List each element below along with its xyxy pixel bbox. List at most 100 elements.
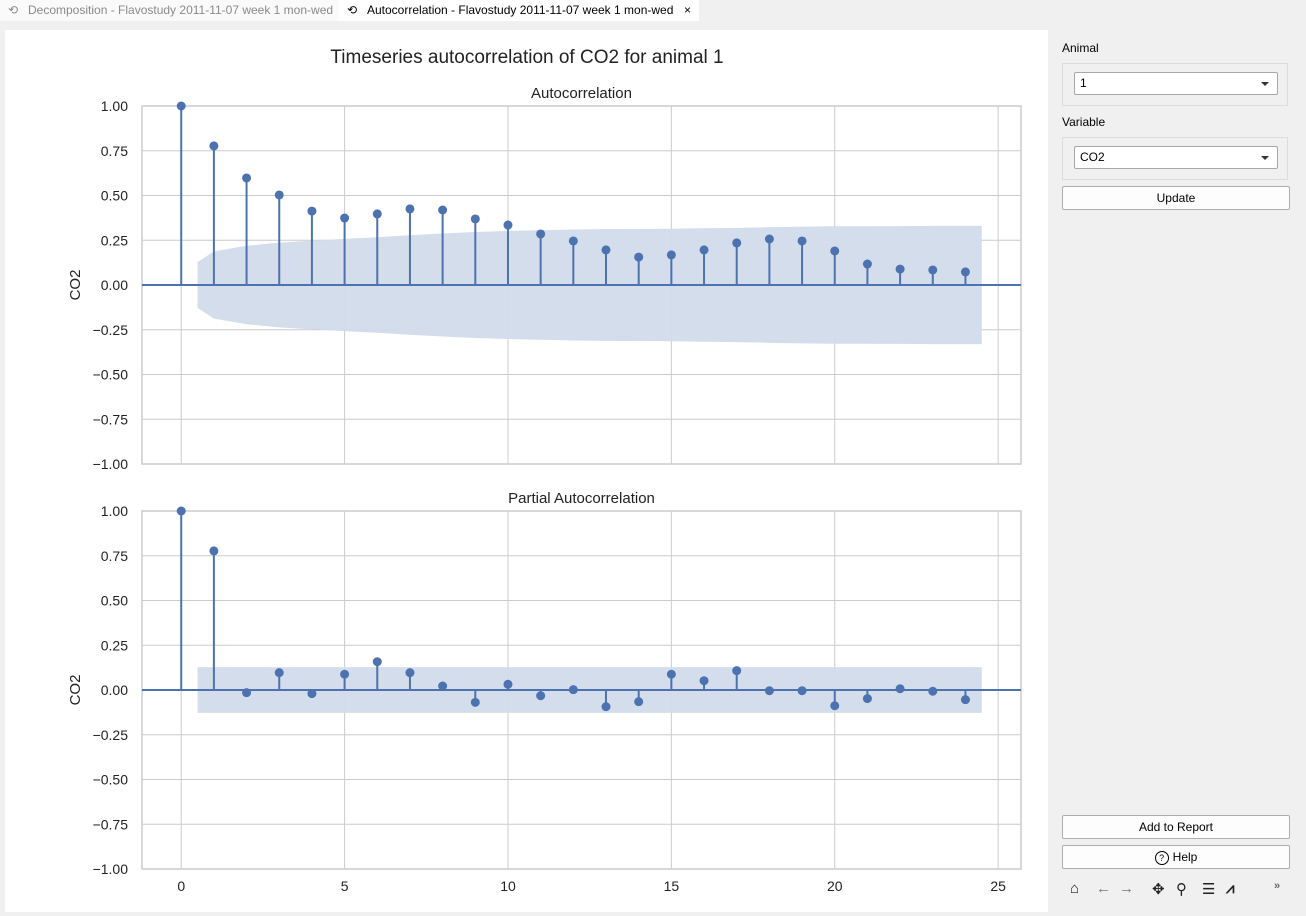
- y-tick-label: −1.00: [93, 456, 129, 472]
- y-tick-label: −1.00: [93, 861, 129, 877]
- y-tick-label: −0.75: [93, 411, 129, 427]
- stem-marker: [242, 173, 252, 183]
- y-tick-label: −0.50: [93, 772, 129, 788]
- stem-marker: [830, 701, 840, 711]
- stem-marker: [666, 250, 676, 260]
- stem-marker: [274, 668, 284, 678]
- help-label: Help: [1172, 850, 1198, 864]
- x-tick-label: 10: [500, 878, 516, 894]
- variable-value: CO2: [1080, 150, 1105, 164]
- stem-marker: [274, 190, 284, 200]
- animal-select[interactable]: 1: [1074, 72, 1278, 95]
- stem-marker: [503, 220, 513, 230]
- stem-marker: [307, 206, 317, 216]
- stem-marker: [764, 234, 774, 244]
- stem-marker: [209, 141, 219, 151]
- y-tick-label: −0.50: [93, 367, 129, 383]
- more-icon[interactable]: »: [1274, 880, 1281, 892]
- stem-marker: [438, 205, 448, 215]
- animal-label: Animal: [1062, 41, 1099, 55]
- update-button[interactable]: Update: [1062, 186, 1290, 210]
- stem-marker: [372, 657, 382, 667]
- stem-marker: [503, 679, 513, 689]
- y-tick-label: 0.00: [101, 277, 128, 293]
- y-tick-label: −0.75: [93, 816, 129, 832]
- animal-group: 1: [1062, 63, 1288, 106]
- figure-title: Timeseries autocorrelation of CO2 for an…: [330, 47, 723, 68]
- close-tab-icon[interactable]: ×: [683, 3, 691, 17]
- stem-marker: [340, 213, 350, 223]
- help-icon: ?: [1154, 851, 1169, 865]
- stem-marker: [895, 264, 905, 274]
- animal-value: 1: [1080, 76, 1087, 90]
- stem-marker: [699, 676, 709, 686]
- x-tick-label: 0: [177, 878, 185, 894]
- stem-marker: [209, 546, 219, 556]
- stem-marker: [634, 697, 644, 707]
- forward-icon[interactable]: →: [1119, 880, 1134, 897]
- configure-subplots-icon[interactable]: ☰: [1202, 881, 1216, 898]
- home-icon[interactable]: ⌂: [1070, 880, 1080, 897]
- help-button[interactable]: ? Help: [1062, 845, 1290, 869]
- history-icon: ⟲: [347, 3, 358, 17]
- tab-decomposition[interactable]: ⟲ Decomposition - Flavostudy 2011-11-07 w…: [0, 0, 339, 21]
- tab-label: Decomposition - Flavostudy 2011-11-07 we…: [28, 3, 334, 17]
- stem-marker: [470, 214, 480, 224]
- stem-marker: [242, 688, 252, 698]
- chevron-down-icon: [1261, 82, 1269, 86]
- add-to-report-button[interactable]: Add to Report: [1062, 815, 1290, 839]
- stem-marker: [601, 702, 611, 712]
- stem-marker: [176, 506, 186, 516]
- stem-marker: [830, 246, 840, 256]
- stem-marker: [568, 236, 578, 246]
- pan-icon[interactable]: ✥: [1152, 881, 1165, 898]
- stem-marker: [928, 686, 938, 696]
- y-tick-label: 0.50: [101, 593, 128, 609]
- tab-autocorrelation[interactable]: ⟲ Autocorrelation - Flavostudy 2011-11-07…: [339, 0, 699, 21]
- x-tick-label: 20: [827, 878, 843, 894]
- subplot-title: Autocorrelation: [531, 85, 632, 102]
- y-tick-label: 0.25: [101, 232, 128, 248]
- y-tick-label: −0.25: [93, 727, 129, 743]
- x-tick-label: 15: [664, 878, 680, 894]
- tab-label: Autocorrelation - Flavostudy 2011-11-07 …: [367, 3, 674, 17]
- stem-marker: [797, 236, 807, 246]
- variable-group: CO2: [1062, 137, 1288, 180]
- chevron-down-icon: [1261, 156, 1269, 160]
- stem-marker: [340, 669, 350, 679]
- stem-marker: [536, 691, 546, 701]
- stem-marker: [176, 101, 186, 111]
- y-tick-label: 0.75: [101, 143, 128, 159]
- back-icon[interactable]: ←: [1096, 880, 1111, 897]
- stem-marker: [536, 229, 546, 239]
- x-tick-label: 25: [990, 878, 1006, 894]
- stem-marker: [666, 669, 676, 679]
- tab-bar: ⟲ Decomposition - Flavostudy 2011-11-07 w…: [0, 0, 1306, 22]
- stem-marker: [895, 684, 905, 694]
- y-axis-label: CO2: [67, 675, 84, 706]
- y-tick-label: 0.75: [101, 548, 128, 564]
- zoom-icon[interactable]: ⚲: [1176, 881, 1187, 898]
- stem-marker: [438, 681, 448, 691]
- y-tick-label: 1.00: [101, 503, 128, 519]
- stem-marker: [470, 697, 480, 707]
- stem-marker: [307, 689, 317, 699]
- edit-axis-icon[interactable]: ⩘: [1226, 880, 1235, 897]
- stem-marker: [732, 238, 742, 248]
- stem-marker: [372, 209, 382, 219]
- stem-marker: [764, 686, 774, 696]
- stem-marker: [960, 267, 970, 277]
- stem-marker: [862, 259, 872, 269]
- stem-marker: [862, 694, 872, 704]
- stem-marker: [405, 204, 415, 214]
- plot-canvas: Timeseries autocorrelation of CO2 for an…: [5, 30, 1048, 912]
- history-icon: ⟲: [8, 3, 19, 17]
- variable-label: Variable: [1062, 115, 1106, 129]
- stem-marker: [928, 265, 938, 275]
- y-tick-label: 1.00: [101, 98, 128, 114]
- stem-marker: [568, 685, 578, 695]
- variable-select[interactable]: CO2: [1074, 146, 1278, 169]
- subplot-title: Partial Autocorrelation: [508, 490, 655, 507]
- stem-marker: [732, 666, 742, 676]
- y-tick-label: −0.25: [93, 322, 129, 338]
